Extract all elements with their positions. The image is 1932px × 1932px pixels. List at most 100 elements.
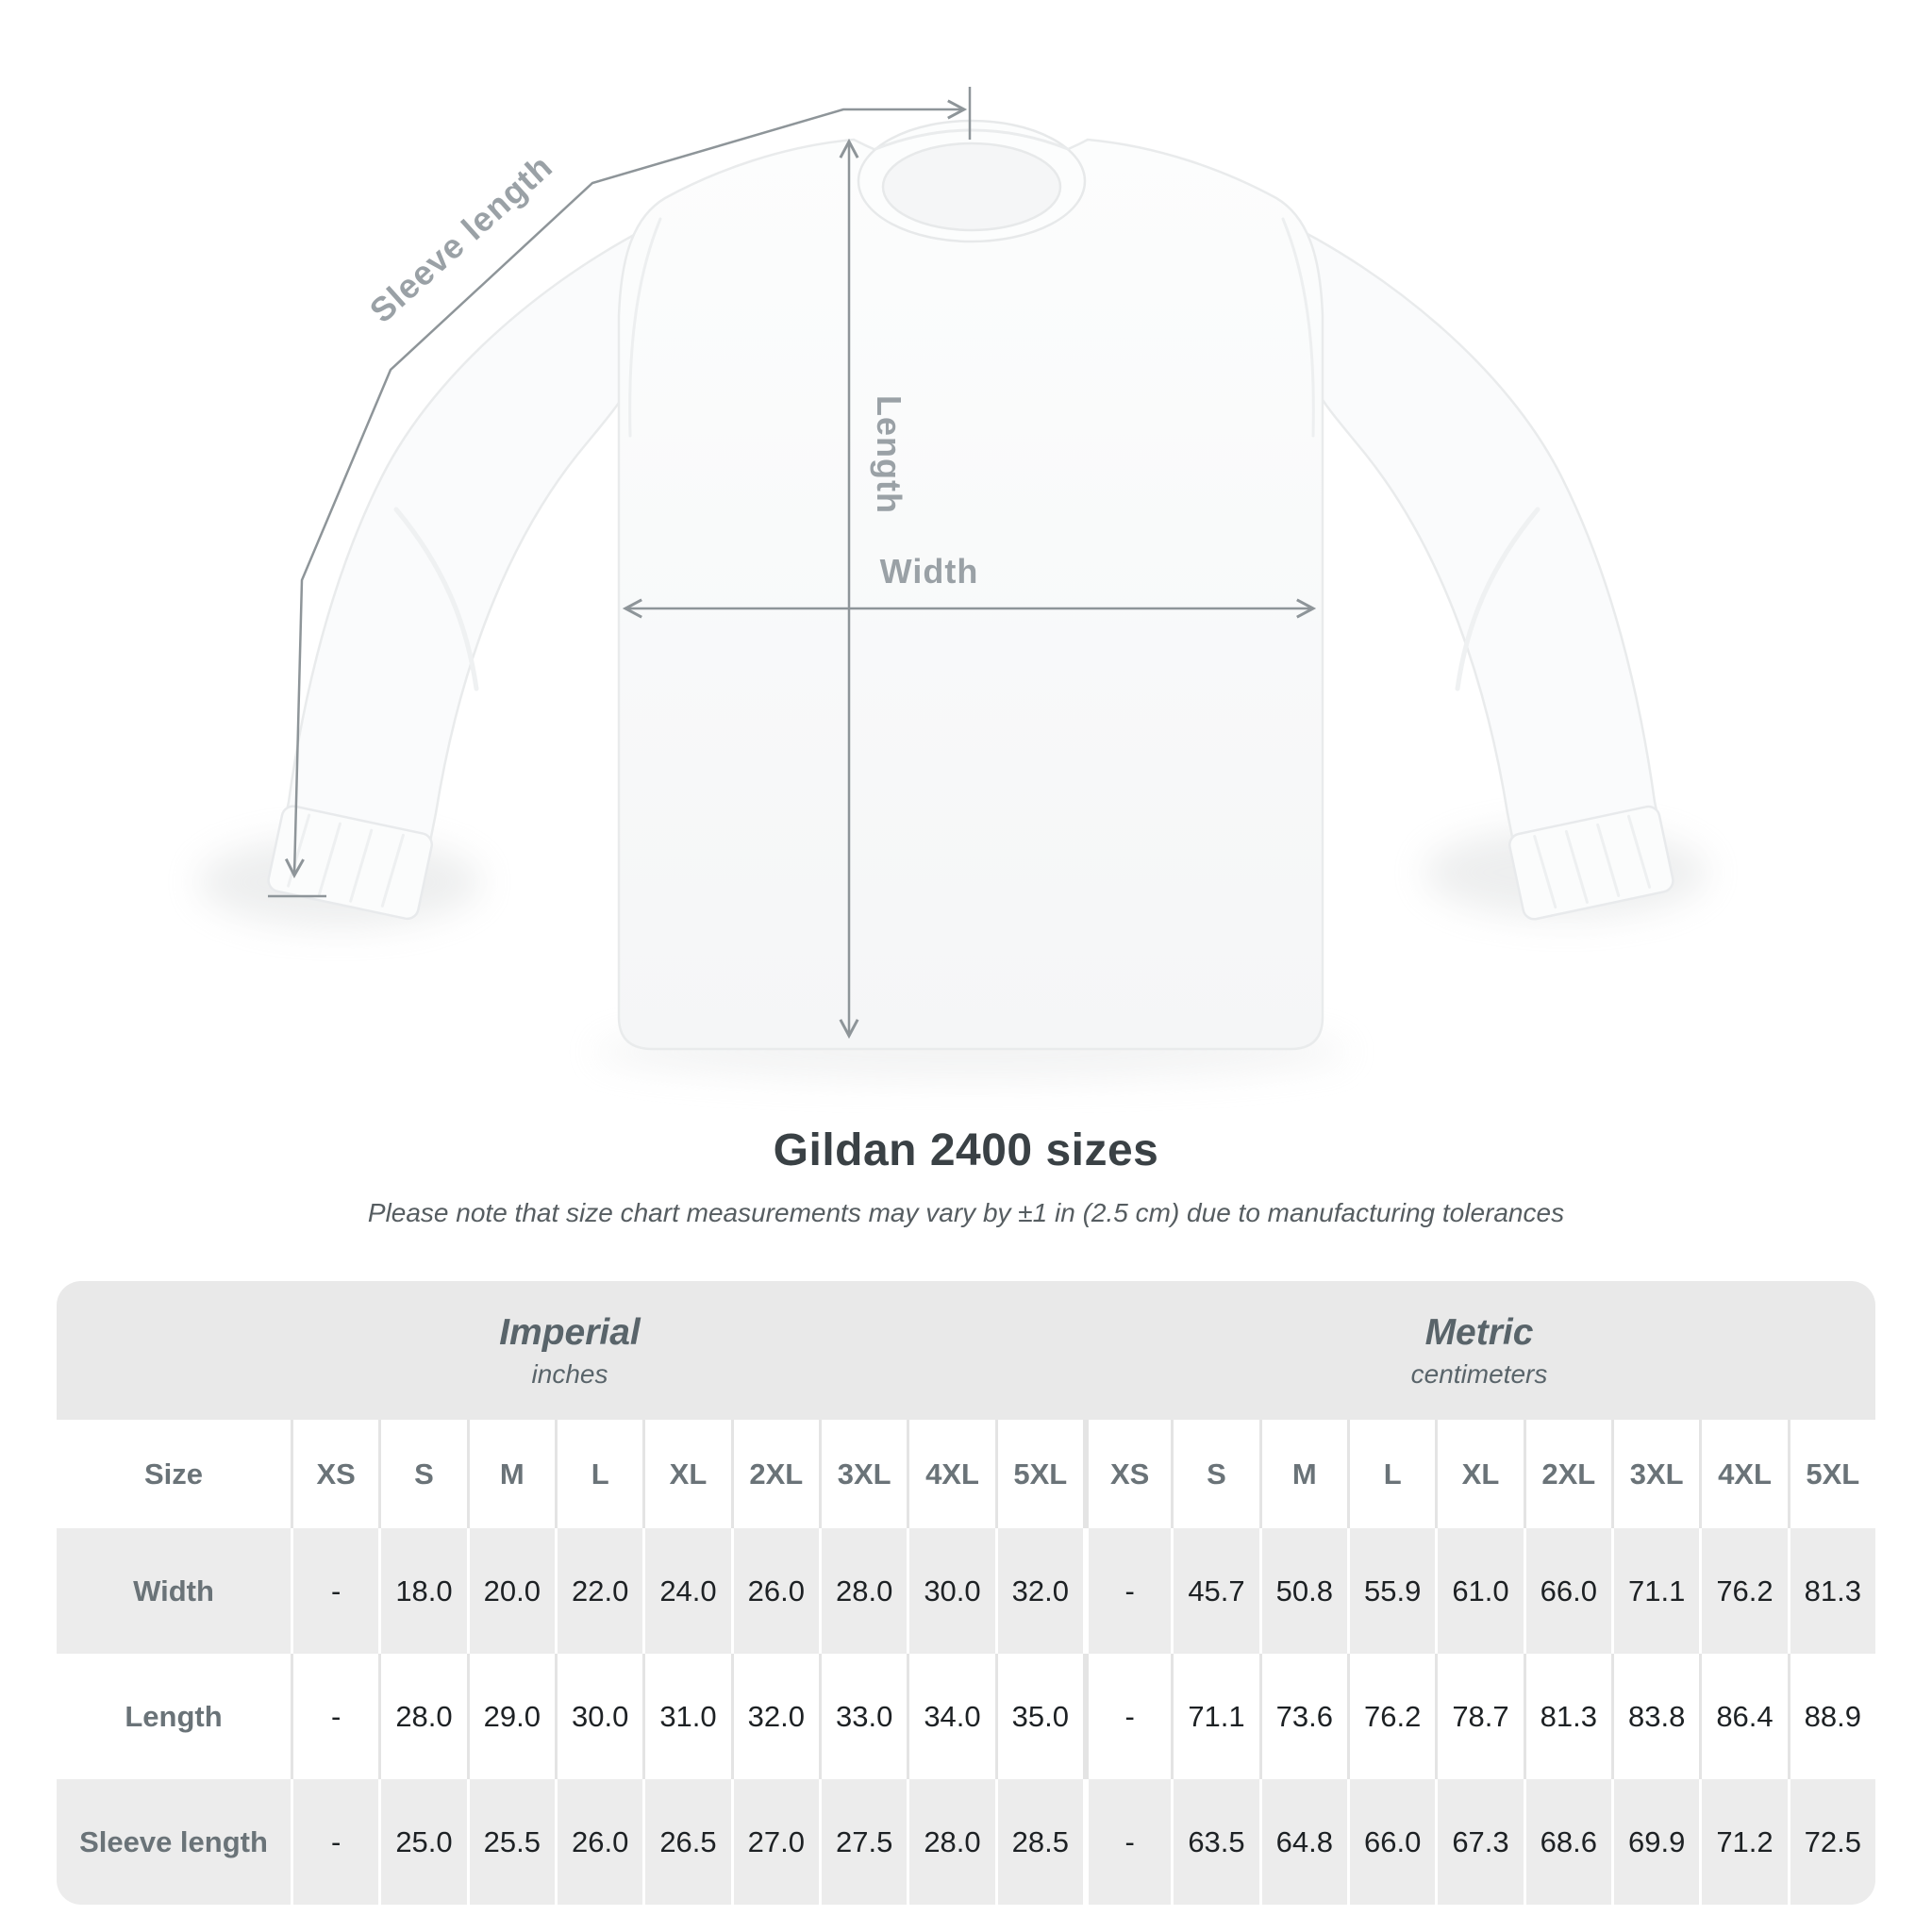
value-cell: 68.6 bbox=[1523, 1779, 1611, 1905]
value-cell: 27.0 bbox=[730, 1779, 819, 1905]
size-header-cell: 5XL bbox=[1787, 1420, 1875, 1528]
value-cell: 71.1 bbox=[1611, 1528, 1699, 1654]
value-cell: 31.0 bbox=[642, 1654, 730, 1779]
value-cell: 27.5 bbox=[819, 1779, 907, 1905]
shirt-measurement-diagram: Sleeve length Length Width bbox=[198, 87, 1707, 1080]
value-cell: 34.0 bbox=[907, 1654, 994, 1779]
value-cell: 88.9 bbox=[1787, 1654, 1875, 1779]
value-cell: 61.0 bbox=[1435, 1528, 1523, 1654]
metric-group-header: Metric centimeters bbox=[1083, 1281, 1875, 1420]
value-cell: 69.9 bbox=[1611, 1779, 1699, 1905]
size-header-cell: S bbox=[378, 1420, 466, 1528]
size-header-cell: 3XL bbox=[1611, 1420, 1699, 1528]
size-header-cell: XS bbox=[1083, 1420, 1171, 1528]
value-cell: 67.3 bbox=[1435, 1779, 1523, 1905]
left-sleeve bbox=[279, 217, 667, 872]
size-header-cell: XL bbox=[642, 1420, 730, 1528]
value-cell: 66.0 bbox=[1347, 1779, 1435, 1905]
value-cell: 76.2 bbox=[1699, 1528, 1787, 1654]
value-cell: 86.4 bbox=[1699, 1654, 1787, 1779]
size-header-cell: M bbox=[466, 1420, 555, 1528]
measurement-arrows bbox=[268, 87, 1317, 1040]
size-header-cell: XL bbox=[1435, 1420, 1523, 1528]
value-cell: 20.0 bbox=[466, 1528, 555, 1654]
metric-group-title: Metric bbox=[1424, 1311, 1534, 1353]
value-cell: 25.5 bbox=[466, 1779, 555, 1905]
row-label: Width bbox=[133, 1574, 214, 1607]
size-chart-table: Imperial inches Metric centimeters Size X… bbox=[57, 1281, 1875, 1905]
size-header-cell: 4XL bbox=[1699, 1420, 1787, 1528]
value-cell: - bbox=[291, 1779, 378, 1905]
size-header-row: Size XS S M L XL 2XL 3XL 4XL 5XL XS S M L XL 2XL 3XL 4XL 5… bbox=[57, 1420, 1875, 1528]
size-column-header: Size bbox=[143, 1457, 204, 1491]
shirt-body bbox=[617, 138, 1324, 1051]
value-cell: 32.0 bbox=[730, 1654, 819, 1779]
measurement-row: Sleeve length -25.0 25.5 26.0 26.5 27.0 27.5 28… bbox=[57, 1779, 1875, 1905]
length-label: Length bbox=[870, 395, 908, 514]
size-chart-rows: Size XS S M L XL 2XL 3XL 4XL 5XL XS S M L XL 2XL 3XL 4XL 5… bbox=[57, 1420, 1875, 1905]
imperial-group-unit: inches bbox=[531, 1358, 608, 1389]
size-header-cell: 5XL bbox=[994, 1420, 1083, 1528]
value-cell: 30.0 bbox=[555, 1654, 642, 1779]
value-cell: 28.0 bbox=[819, 1528, 907, 1654]
value-cell: 73.6 bbox=[1258, 1654, 1347, 1779]
width-label: Width bbox=[880, 552, 979, 591]
row-label: Sleeve length bbox=[79, 1824, 268, 1858]
value-cell: 18.0 bbox=[378, 1528, 466, 1654]
value-cell: - bbox=[1083, 1528, 1171, 1654]
value-cell: 29.0 bbox=[466, 1654, 555, 1779]
value-cell: 35.0 bbox=[994, 1654, 1083, 1779]
size-header-cell: XS bbox=[291, 1420, 378, 1528]
value-cell: 28.0 bbox=[378, 1654, 466, 1779]
measurement-row: Length -28.0 29.0 30.0 31.0 32.0 33.0 34.0 35.0-… bbox=[57, 1654, 1875, 1779]
tolerance-note: Please note that size chart measurements… bbox=[367, 1198, 1565, 1227]
value-cell: - bbox=[291, 1528, 378, 1654]
value-cell: 55.9 bbox=[1347, 1528, 1435, 1654]
value-cell: 28.0 bbox=[907, 1779, 994, 1905]
value-cell: 63.5 bbox=[1171, 1779, 1258, 1905]
measurement-row: Width -18.0 20.0 22.0 24.0 26.0 28.0 30.0 32.0-4… bbox=[57, 1528, 1875, 1654]
value-cell: 50.8 bbox=[1258, 1528, 1347, 1654]
value-cell: 22.0 bbox=[555, 1528, 642, 1654]
right-sleeve bbox=[1276, 217, 1664, 872]
value-cell: 71.1 bbox=[1171, 1654, 1258, 1779]
value-cell: 26.0 bbox=[730, 1528, 819, 1654]
value-cell: 72.5 bbox=[1787, 1779, 1875, 1905]
size-header-cell: M bbox=[1258, 1420, 1347, 1528]
value-cell: 25.0 bbox=[378, 1779, 466, 1905]
value-cell: 28.5 bbox=[994, 1779, 1083, 1905]
value-cell: 66.0 bbox=[1523, 1528, 1611, 1654]
value-cell: 64.8 bbox=[1258, 1779, 1347, 1905]
value-cell: 81.3 bbox=[1523, 1654, 1611, 1779]
value-cell: 83.8 bbox=[1611, 1654, 1699, 1779]
value-cell: - bbox=[1083, 1779, 1171, 1905]
metric-group-unit: centimeters bbox=[1410, 1358, 1548, 1389]
value-cell: 76.2 bbox=[1347, 1654, 1435, 1779]
value-cell: 71.2 bbox=[1699, 1779, 1787, 1905]
value-cell: 26.5 bbox=[642, 1779, 730, 1905]
size-header-cell: 4XL bbox=[907, 1420, 994, 1528]
value-cell: - bbox=[1083, 1654, 1171, 1779]
size-header-cell: 2XL bbox=[1523, 1420, 1611, 1528]
size-header-cell: 2XL bbox=[730, 1420, 819, 1528]
value-cell: 33.0 bbox=[819, 1654, 907, 1779]
sleeve-length-arrow bbox=[284, 99, 968, 879]
value-cell: 32.0 bbox=[994, 1528, 1083, 1654]
imperial-group-title: Imperial bbox=[499, 1311, 641, 1353]
value-cell: 78.7 bbox=[1435, 1654, 1523, 1779]
size-header-cell: 3XL bbox=[819, 1420, 907, 1528]
collar bbox=[857, 119, 1087, 243]
value-cell: 26.0 bbox=[555, 1779, 642, 1905]
size-header-cell: L bbox=[555, 1420, 642, 1528]
row-label: Length bbox=[125, 1699, 223, 1733]
imperial-group-header: Imperial inches bbox=[57, 1281, 1083, 1420]
value-cell: - bbox=[291, 1654, 378, 1779]
value-cell: 81.3 bbox=[1787, 1528, 1875, 1654]
value-cell: 24.0 bbox=[642, 1528, 730, 1654]
page-title: Gildan 2400 sizes bbox=[773, 1125, 1159, 1175]
value-cell: 30.0 bbox=[907, 1528, 994, 1654]
unit-band: Imperial inches Metric centimeters bbox=[57, 1281, 1875, 1420]
value-cell: 45.7 bbox=[1171, 1528, 1258, 1654]
size-header-cell: L bbox=[1347, 1420, 1435, 1528]
